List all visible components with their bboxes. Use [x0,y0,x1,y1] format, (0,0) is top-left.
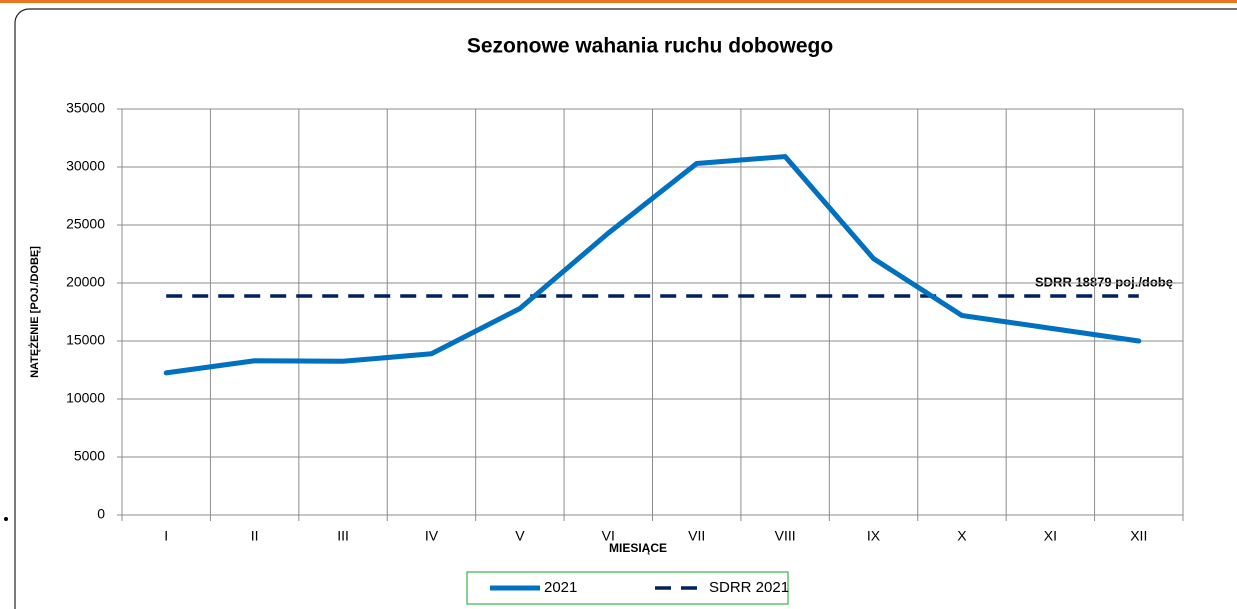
annotation: SDRR 18879 poj./dobę [1035,274,1173,289]
x-tick-label: IV [425,528,439,544]
y-tick-label: 30000 [66,158,105,174]
x-tick-label: VI [602,528,615,544]
x-tick-label: X [957,528,967,544]
chart-frame [14,8,1237,609]
y-axis-label: NATĘŻENIE [POJ./DOBĘ] [28,246,41,378]
legend-label: SDRR 2021 [709,579,789,596]
series-line [163,154,1142,376]
y-tick-label: 35000 [66,100,105,116]
y-tick-label: 15000 [66,332,105,348]
x-tick-label: I [164,528,168,544]
y-tick-label: 25000 [66,216,105,232]
x-tick-label: XII [1130,528,1147,544]
bullet [4,517,8,521]
y-tick-label: 0 [97,506,105,522]
x-tick-label: VII [688,528,705,544]
chart-title: Sezonowe wahania ruchu dobowego [467,35,833,58]
x-axis-label: MIESIĄCE [609,541,667,555]
y-tick-label: 10000 [66,390,105,406]
x-tick-label: VIII [775,528,796,544]
legend-label: 2021 [544,579,577,596]
x-tick-label: V [515,528,525,544]
y-tick-label: 5000 [74,448,105,464]
y-tick-label: 20000 [66,274,105,290]
top-bar [0,0,1237,3]
x-tick-label: IX [867,528,881,544]
x-tick-label: XI [1044,528,1057,544]
x-tick-label: II [251,528,259,544]
x-tick-label: III [337,528,349,544]
